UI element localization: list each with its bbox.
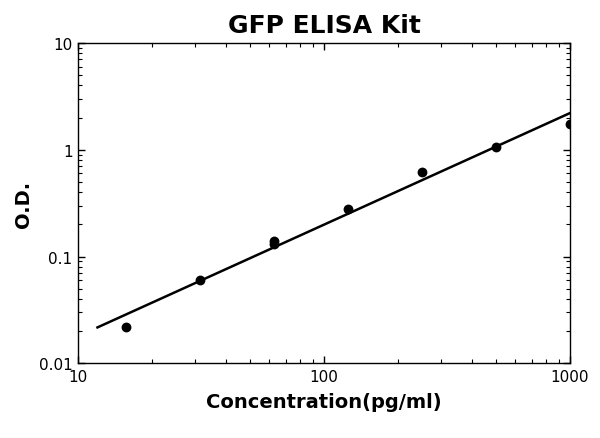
Title: GFP ELISA Kit: GFP ELISA Kit [227, 14, 421, 38]
Point [269, 241, 278, 248]
Point [565, 121, 575, 128]
Point [121, 324, 130, 331]
Y-axis label: O.D.: O.D. [14, 180, 33, 227]
X-axis label: Concentration(pg/ml): Concentration(pg/ml) [206, 392, 442, 411]
Point [417, 169, 427, 176]
Point [491, 145, 501, 152]
Point [343, 206, 353, 213]
Point [269, 238, 278, 245]
Point [195, 277, 205, 284]
